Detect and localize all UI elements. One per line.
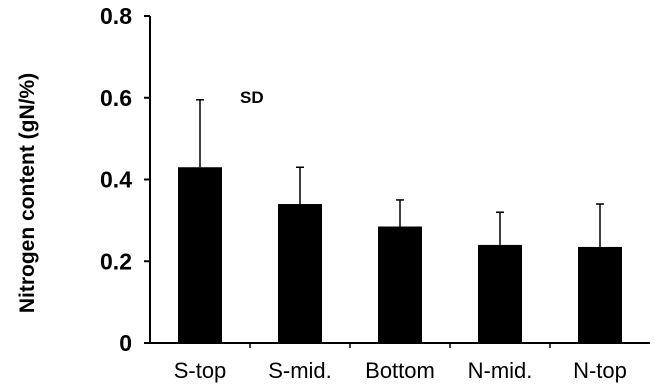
bar <box>178 167 222 343</box>
bar <box>578 246 622 343</box>
bars <box>178 167 622 343</box>
bar <box>378 226 422 343</box>
y-tick-label: 0.2 <box>100 248 132 274</box>
y-ticks: 0 0.2 0.4 0.6 0.8 <box>100 3 150 356</box>
x-tick-label: S-top <box>174 358 227 383</box>
x-tick-label: N-top <box>573 358 627 383</box>
y-tick-label: 0.6 <box>100 85 132 111</box>
x-tick-label: Bottom <box>365 358 435 383</box>
y-tick-label: 0.4 <box>100 167 132 193</box>
bar <box>478 244 522 343</box>
x-tick-labels: S-top S-mid. Bottom N-mid. N-top <box>174 343 627 383</box>
x-tick-label: S-mid. <box>268 358 332 383</box>
y-tick-label: 0 <box>119 330 132 356</box>
y-axis-title: Nitrogen content (gN/%) <box>16 73 39 313</box>
y-tick-label: 0.8 <box>100 3 132 29</box>
bar <box>278 204 322 343</box>
error-bars <box>196 99 604 247</box>
sd-annotation: SD <box>240 88 264 107</box>
x-tick-label: N-mid. <box>468 358 533 383</box>
